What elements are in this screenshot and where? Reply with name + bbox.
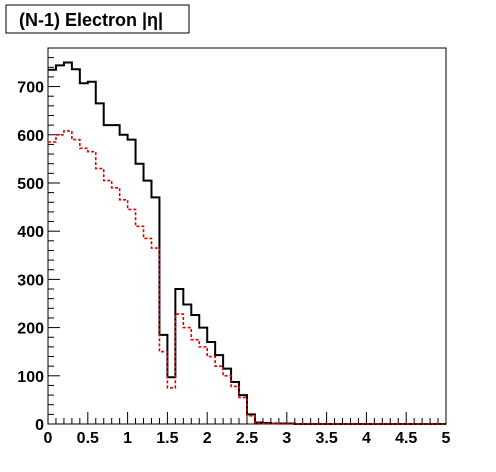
y-tick-label: 300 xyxy=(17,272,44,289)
chart-title-box: (N-1) Electron |η| xyxy=(5,4,190,34)
y-tick-label: 600 xyxy=(17,128,44,145)
x-tick-label: 4 xyxy=(362,430,371,447)
y-tick-label: 200 xyxy=(17,321,44,338)
x-axis: 0 0.5 1 1.5 2 2.5 3 3.5 4 4.5 5 xyxy=(44,412,451,447)
x-tick-label: 2.5 xyxy=(236,430,258,447)
x-tick-label: 1 xyxy=(123,430,132,447)
y-tick-label: 0 xyxy=(35,417,44,434)
x-tick-label: 3.5 xyxy=(315,430,337,447)
y-tick-label: 100 xyxy=(17,369,44,386)
x-tick-label: 0.5 xyxy=(77,430,99,447)
y-tick-label: 500 xyxy=(17,176,44,193)
x-tick-label: 2 xyxy=(203,430,212,447)
x-tick-label: 4.5 xyxy=(395,430,417,447)
x-tick-label: 0 xyxy=(44,430,53,447)
chart-title: (N-1) Electron |η| xyxy=(19,10,163,30)
y-tick-label: 400 xyxy=(17,224,44,241)
x-tick-label: 1.5 xyxy=(156,430,178,447)
title-border xyxy=(5,4,190,34)
histogram-line xyxy=(48,130,446,425)
series-red-dashed xyxy=(48,130,446,425)
y-axis: 0 100 200 300 400 500 600 700 xyxy=(17,47,60,434)
x-tick-label: 3 xyxy=(282,430,291,447)
series-layer xyxy=(48,61,446,425)
x-tick-label: 5 xyxy=(442,430,451,447)
y-tick-label: 700 xyxy=(17,80,44,97)
